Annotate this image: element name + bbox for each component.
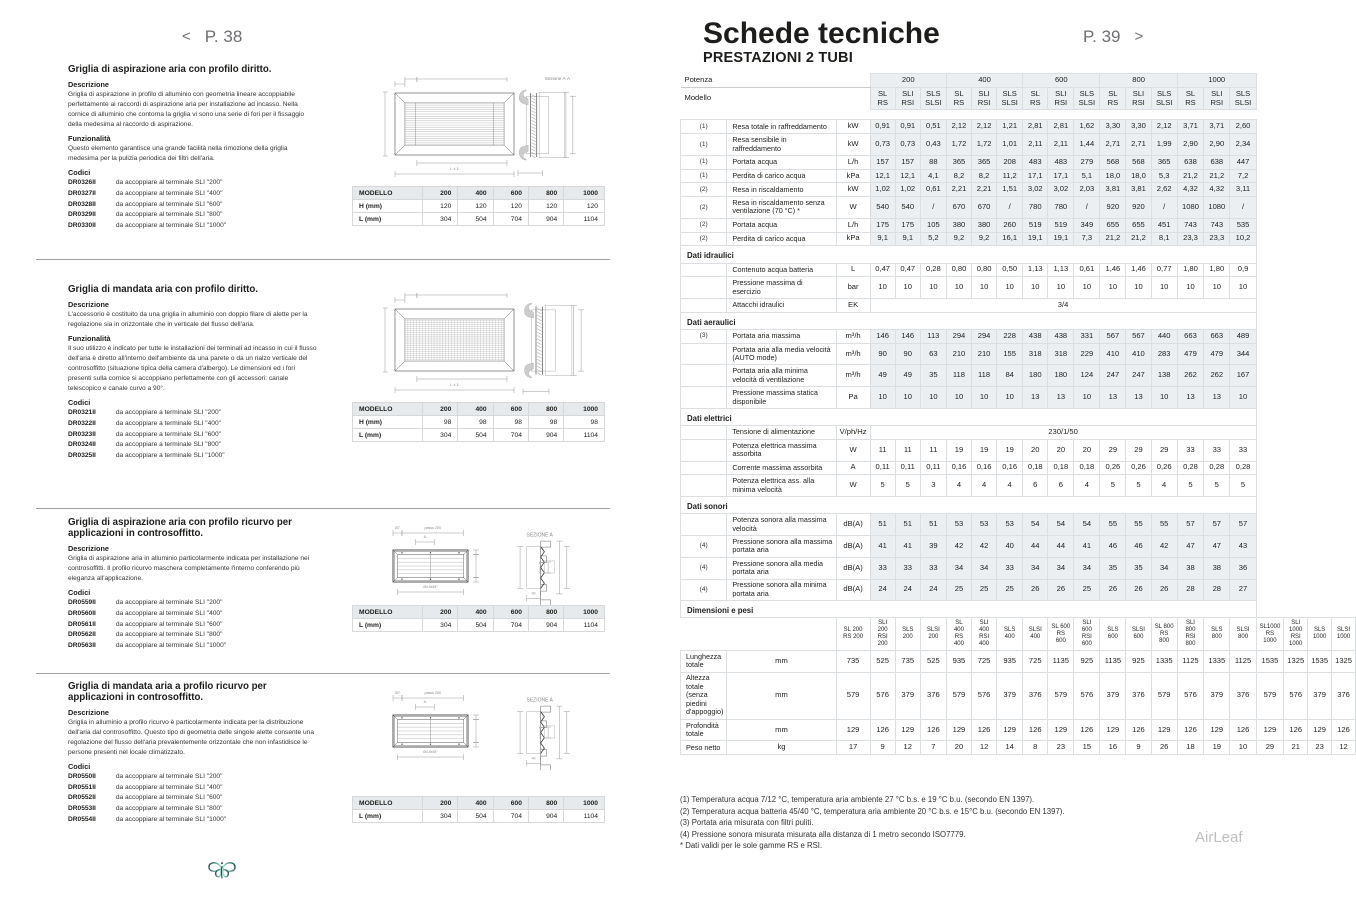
svg-text:L ± 1: L ± 1 (450, 382, 459, 387)
svg-text:passo 200: passo 200 (424, 526, 441, 530)
svg-text:A: A (424, 700, 427, 704)
svg-text:Ø4.5x45°: Ø4.5x45° (423, 585, 438, 589)
svg-text:Ø7: Ø7 (395, 691, 400, 695)
svg-text:SEZIONE A: SEZIONE A (526, 698, 553, 704)
svg-text:passo 25: passo 25 (538, 561, 542, 574)
svg-text:L ± 1: L ± 1 (450, 166, 459, 171)
svg-text:Ø7: Ø7 (395, 526, 400, 530)
svg-text:A: A (424, 535, 427, 539)
svg-text:40: 40 (532, 591, 536, 595)
svg-text:passo 25: passo 25 (538, 726, 542, 739)
svg-text:Sezione A-A: Sezione A-A (551, 293, 577, 294)
svg-text:Sezione A-A: Sezione A-A (545, 77, 571, 81)
svg-text:passo 200: passo 200 (424, 691, 441, 695)
svg-text:Ø4.5x45°: Ø4.5x45° (423, 750, 438, 754)
svg-text:SEZIONE A: SEZIONE A (526, 533, 553, 539)
svg-text:40: 40 (532, 756, 536, 760)
